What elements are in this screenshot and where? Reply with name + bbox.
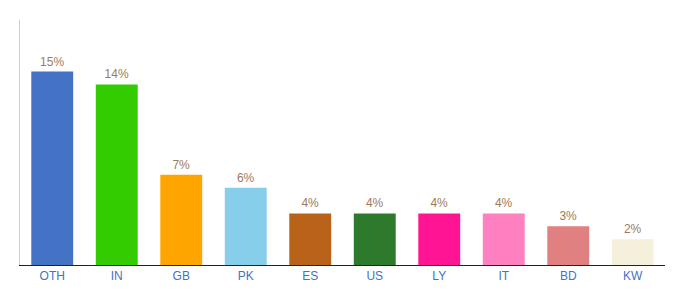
svg-text:2%: 2% xyxy=(624,222,642,236)
svg-text:3%: 3% xyxy=(559,209,577,223)
svg-text:14%: 14% xyxy=(105,67,129,81)
svg-text:4%: 4% xyxy=(301,196,319,210)
svg-text:KW: KW xyxy=(623,269,643,283)
svg-text:ES: ES xyxy=(302,269,318,283)
svg-text:OTH: OTH xyxy=(40,269,65,283)
svg-text:4%: 4% xyxy=(366,196,384,210)
svg-text:GB: GB xyxy=(173,269,190,283)
svg-text:IT: IT xyxy=(498,269,509,283)
svg-text:PK: PK xyxy=(238,269,254,283)
svg-text:15%: 15% xyxy=(40,55,64,69)
svg-text:4%: 4% xyxy=(495,196,513,210)
svg-text:LY: LY xyxy=(432,269,446,283)
svg-text:IN: IN xyxy=(111,269,123,283)
svg-text:BD: BD xyxy=(560,269,577,283)
svg-text:4%: 4% xyxy=(430,196,448,210)
svg-text:6%: 6% xyxy=(237,171,255,185)
svg-text:7%: 7% xyxy=(172,158,190,172)
svg-text:US: US xyxy=(366,269,383,283)
